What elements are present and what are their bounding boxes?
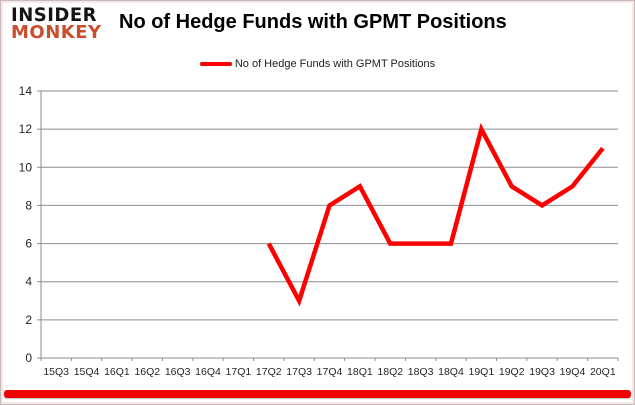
x-axis-tick-label: 19Q3 xyxy=(529,366,555,378)
logo-line-insider: INSIDER xyxy=(11,4,98,27)
insider-monkey-logo: INSIDER MONKEY xyxy=(11,4,102,43)
x-axis-tick-label: 16Q1 xyxy=(104,366,130,378)
y-axis-tick-label: 8 xyxy=(25,198,32,212)
x-axis-tick-label: 16Q4 xyxy=(195,366,221,378)
legend-line-swatch xyxy=(199,62,232,66)
bottom-accent-bar xyxy=(4,390,631,398)
y-axis-tick-label: 10 xyxy=(19,160,33,174)
series-line xyxy=(266,123,605,307)
legend-label: No of Hedge Funds with GPMT Positions xyxy=(234,58,436,70)
y-axis-tick-label: 4 xyxy=(25,275,32,289)
y-axis-tick-label: 2 xyxy=(25,313,32,327)
y-axis-tick-label: 12 xyxy=(19,122,33,136)
y-axis-tick-label: 14 xyxy=(19,84,33,98)
x-axis-tick-label: 15Q3 xyxy=(43,366,69,378)
x-axis-tick-label: 17Q4 xyxy=(317,366,343,378)
chart-title: No of Hedge Funds with GPMT Positions xyxy=(119,11,507,33)
x-axis-tick-label: 17Q3 xyxy=(286,366,312,378)
x-axis-tick-label: 17Q1 xyxy=(226,366,252,378)
y-axis-tick-label: 6 xyxy=(25,237,32,251)
x-axis-tick-label: 19Q1 xyxy=(468,366,494,378)
x-axis-tick-label: 16Q3 xyxy=(165,366,191,378)
x-axis-tick-label: 15Q4 xyxy=(74,366,100,378)
x-axis-tick-label: 18Q1 xyxy=(347,366,373,378)
legend: No of Hedge Funds with GPMT Positions xyxy=(1,58,634,70)
x-axis-tick-label: 19Q4 xyxy=(560,366,586,378)
x-axis-tick-label: 18Q3 xyxy=(408,366,434,378)
x-axis-tick-label: 18Q2 xyxy=(377,366,403,378)
x-axis-tick-label: 19Q2 xyxy=(499,366,525,378)
logo-line-monkey: MONKEY xyxy=(11,21,102,43)
x-axis-tick-label: 20Q1 xyxy=(590,366,616,378)
y-axis-tick-label: 0 xyxy=(25,351,32,365)
x-axis-tick-label: 16Q2 xyxy=(134,366,160,378)
x-axis-tick-label: 18Q4 xyxy=(438,366,464,378)
x-axis-tick-label: 17Q2 xyxy=(256,366,282,378)
